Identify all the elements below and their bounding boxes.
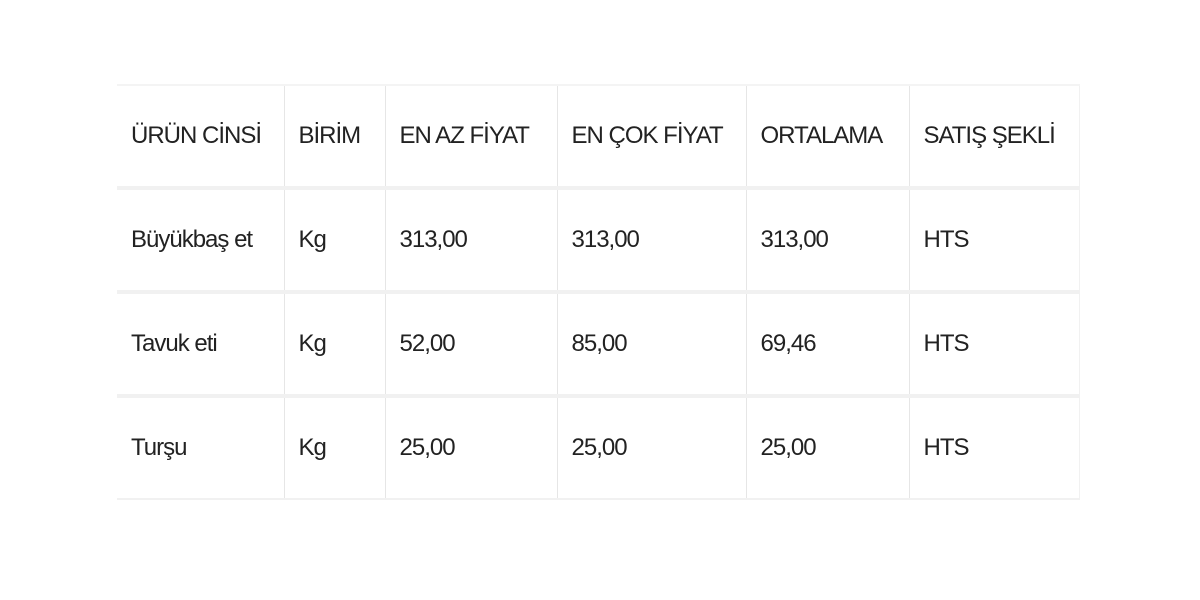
header-cell: BİRİM: [283, 84, 385, 188]
cell: 69,46: [745, 290, 909, 396]
cell: Kg: [283, 186, 385, 292]
cell: Büyükbaş et: [117, 186, 284, 292]
cell: 25,00: [556, 394, 746, 500]
cell: Kg: [283, 290, 385, 396]
header-cell: EN AZ FİYAT: [384, 84, 557, 188]
cell: Tavuk eti: [117, 290, 284, 396]
cell: 52,00: [384, 290, 557, 396]
header-cell: EN ÇOK FİYAT: [556, 84, 746, 188]
header-row: ÜRÜN CİNSİ BİRİM EN AZ FİYAT EN ÇOK FİYA…: [117, 84, 1080, 188]
cell: 313,00: [384, 186, 557, 292]
cell: 25,00: [745, 394, 909, 500]
cell: 85,00: [556, 290, 746, 396]
cell: 313,00: [556, 186, 746, 292]
price-table: ÜRÜN CİNSİ BİRİM EN AZ FİYAT EN ÇOK FİYA…: [117, 84, 1080, 500]
cell: HTS: [908, 186, 1080, 292]
header-cell: ÜRÜN CİNSİ: [117, 84, 284, 188]
cell: 25,00: [384, 394, 557, 500]
cell: Kg: [283, 394, 385, 500]
table-row: Büyükbaş et Kg 313,00 313,00 313,00 HTS: [117, 186, 1080, 292]
header-cell: SATIŞ ŞEKLİ: [908, 84, 1080, 188]
header-cell: ORTALAMA: [745, 84, 909, 188]
cell: HTS: [908, 394, 1080, 500]
cell: 313,00: [745, 186, 909, 292]
cell: HTS: [908, 290, 1080, 396]
table-row: Turşu Kg 25,00 25,00 25,00 HTS: [117, 394, 1080, 500]
table-row: Tavuk eti Kg 52,00 85,00 69,46 HTS: [117, 290, 1080, 396]
cell: Turşu: [117, 394, 284, 500]
